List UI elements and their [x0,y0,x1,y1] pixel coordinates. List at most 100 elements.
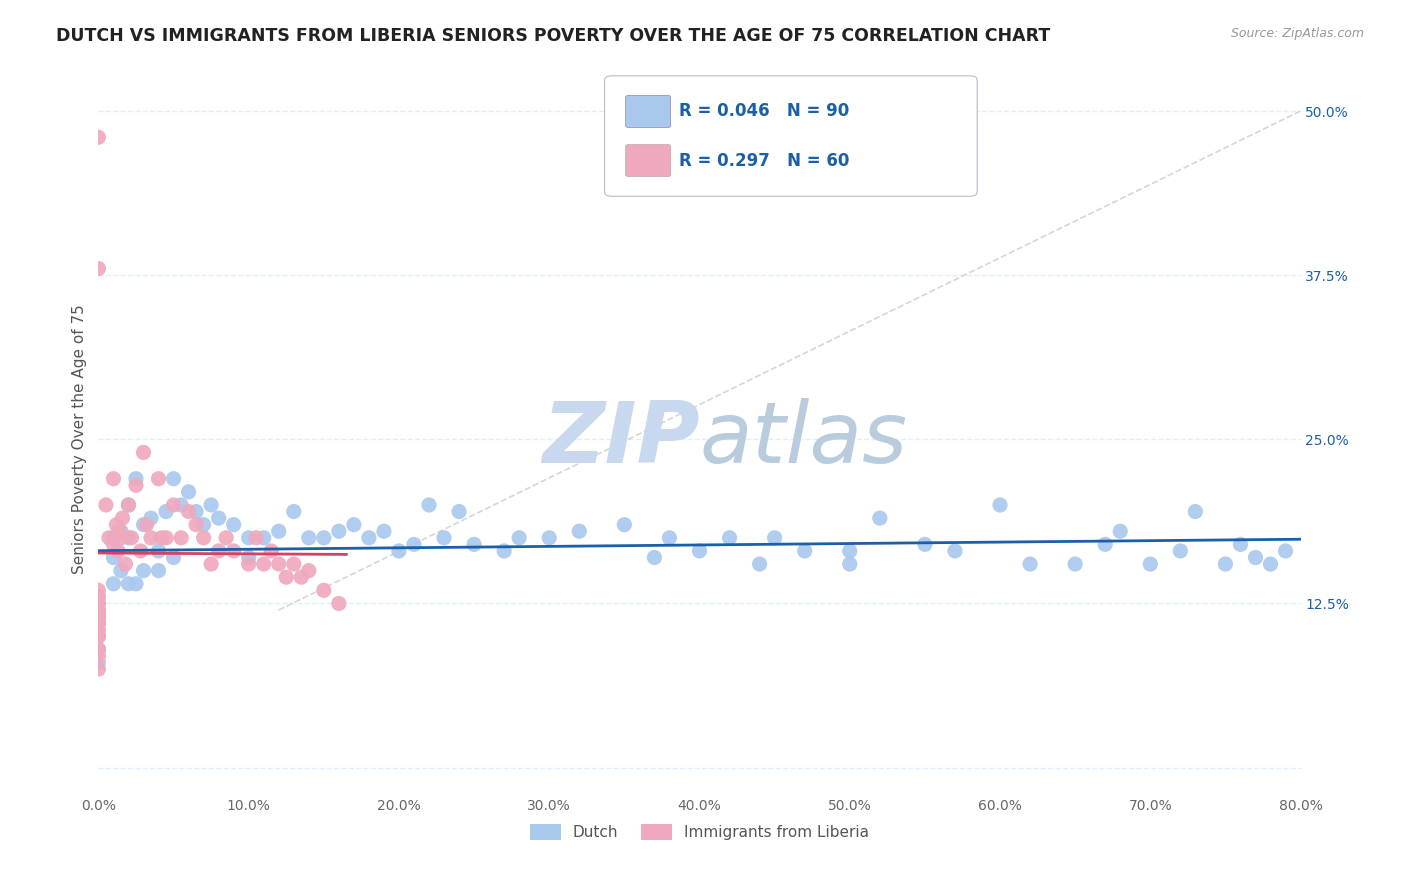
Point [125,472,148,486]
Point [1260,557,1282,571]
Point [87,656,110,670]
Text: atlas: atlas [699,398,907,481]
Point [1109,524,1132,539]
Point [87,597,110,611]
Point [87,629,110,643]
Point [276,570,298,584]
Point [238,557,260,571]
Point [245,531,267,545]
Point [87,616,110,631]
Point [132,564,155,578]
Point [139,531,162,545]
Point [87,609,110,624]
Point [1064,557,1087,571]
Point [328,524,350,539]
Point [200,557,222,571]
Point [121,531,143,545]
Point [253,557,276,571]
Text: R = 0.046   N = 90: R = 0.046 N = 90 [679,103,849,120]
Point [838,557,860,571]
Point [328,597,350,611]
Point [193,531,215,545]
Point [87,662,110,676]
Point [290,570,312,584]
Point [253,531,276,545]
Point [87,261,110,276]
Point [103,576,125,591]
Point [658,531,681,545]
Point [87,648,110,663]
Point [107,544,129,558]
Point [312,531,335,545]
Point [97,531,120,545]
Point [162,472,184,486]
Point [87,629,110,643]
Point [1139,557,1161,571]
Point [568,524,591,539]
Point [1094,537,1116,551]
Point [87,642,110,657]
Point [87,629,110,643]
Point [87,623,110,637]
Point [117,498,139,512]
Text: ZIP: ZIP [541,398,699,481]
Text: DUTCH VS IMMIGRANTS FROM LIBERIA SENIORS POVERTY OVER THE AGE OF 75 CORRELATION : DUTCH VS IMMIGRANTS FROM LIBERIA SENIORS… [56,27,1050,45]
Point [298,531,321,545]
Point [139,511,162,525]
Point [110,564,132,578]
Point [494,544,516,558]
Point [1229,537,1251,551]
Point [87,590,110,604]
Point [200,498,222,512]
Point [150,531,173,545]
Point [114,557,136,571]
Point [283,504,305,518]
Point [177,504,200,518]
Point [193,517,215,532]
Point [1244,550,1267,565]
Point [793,544,815,558]
Point [117,498,139,512]
Point [447,504,470,518]
Point [283,557,305,571]
Point [162,550,184,565]
Point [148,472,170,486]
Point [1274,544,1296,558]
Legend: Dutch, Immigrants from Liberia: Dutch, Immigrants from Liberia [524,818,875,847]
Point [87,583,110,598]
Point [117,531,139,545]
Point [87,130,110,145]
Point [1184,504,1206,518]
Point [87,603,110,617]
Point [688,544,710,558]
Point [132,445,155,459]
Point [1170,544,1192,558]
Point [222,517,245,532]
Point [184,517,207,532]
Point [433,531,456,545]
Point [132,517,155,532]
Point [110,531,132,545]
Point [222,544,245,558]
Point [402,537,425,551]
Point [298,564,321,578]
Point [129,544,152,558]
Point [87,597,110,611]
Point [914,537,936,551]
Point [763,531,786,545]
Text: R = 0.297   N = 60: R = 0.297 N = 60 [679,152,849,169]
Point [267,524,290,539]
Point [357,531,380,545]
Point [643,550,665,565]
Point [94,498,117,512]
Point [117,576,139,591]
Point [177,484,200,499]
Point [103,537,125,551]
Point [943,544,966,558]
Y-axis label: Seniors Poverty Over the Age of 75: Seniors Poverty Over the Age of 75 [72,304,87,574]
Point [748,557,770,571]
Point [208,511,231,525]
Point [87,642,110,657]
Point [184,504,207,518]
Point [103,472,125,486]
